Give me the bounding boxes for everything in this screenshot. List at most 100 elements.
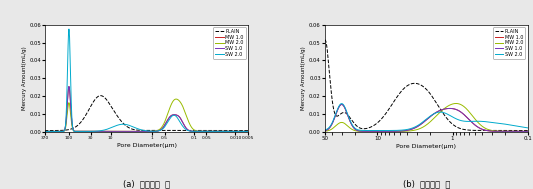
- MW 2.0: [46, 130, 52, 132]
- SW 1.0: [46, 130, 52, 132]
- SW 1.0: [429, 115, 435, 117]
- PLAIN: [158, 129, 165, 132]
- Line: SW 2.0: SW 2.0: [45, 29, 248, 131]
- Legend: PLAIN, MW 1.0, MW 2.0, SW 1.0, SW 2.0: PLAIN, MW 1.0, MW 2.0, SW 1.0, SW 2.0: [213, 27, 246, 59]
- MW 1.0: [42, 130, 49, 132]
- MW 1.0: [167, 115, 173, 118]
- SW 2.0: [299, 129, 305, 132]
- MW 2.0: [299, 130, 305, 132]
- SW 1.0: [66, 85, 72, 88]
- SW 2.0: [438, 111, 445, 113]
- MW 1.0: [209, 130, 216, 132]
- PLAIN: [499, 129, 505, 132]
- PLAIN: [304, 129, 310, 132]
- MW 2.0: [68, 117, 74, 120]
- MW 2.0: [486, 129, 492, 131]
- PLAIN: [222, 129, 228, 132]
- Line: MW 1.0: MW 1.0: [302, 105, 528, 131]
- PLAIN: [209, 129, 216, 132]
- MW 1.0: [524, 130, 531, 132]
- SW 2.0: [486, 121, 492, 123]
- MW 1.0: [245, 130, 251, 132]
- Line: SW 1.0: SW 1.0: [302, 105, 528, 131]
- PLAIN: [98, 94, 104, 97]
- SW 1.0: [222, 130, 228, 132]
- SW 1.0: [328, 125, 334, 127]
- MW 2.0: [438, 110, 445, 112]
- SW 2.0: [42, 130, 49, 132]
- SW 2.0: [158, 129, 165, 131]
- MW 2.0: [158, 126, 165, 129]
- MW 2.0: [42, 130, 49, 132]
- Line: SW 1.0: SW 1.0: [45, 87, 248, 131]
- Legend: PLAIN, MW 1.0, MW 2.0, SW 1.0, SW 2.0: PLAIN, MW 1.0, MW 2.0, SW 1.0, SW 2.0: [493, 27, 525, 59]
- SW 2.0: [304, 129, 310, 132]
- SW 1.0: [167, 115, 173, 118]
- PLAIN: [299, 129, 305, 132]
- SW 1.0: [524, 130, 531, 132]
- SW 1.0: [338, 103, 345, 106]
- SW 2.0: [222, 130, 228, 132]
- PLAIN: [42, 129, 49, 132]
- PLAIN: [486, 129, 492, 132]
- MW 2.0: [428, 119, 434, 122]
- PLAIN: [524, 129, 531, 132]
- MW 1.0: [499, 130, 505, 132]
- MW 2.0: [209, 130, 216, 132]
- Text: (a)  동결융해  전: (a) 동결융해 전: [123, 180, 170, 189]
- MW 2.0: [167, 106, 173, 108]
- SW 1.0: [245, 130, 251, 132]
- SW 1.0: [486, 130, 492, 132]
- Line: PLAIN: PLAIN: [45, 96, 248, 131]
- MW 1.0: [429, 115, 435, 117]
- SW 1.0: [68, 111, 74, 113]
- PLAIN: [46, 129, 52, 132]
- X-axis label: Pore Diameter(μm): Pore Diameter(μm): [117, 143, 176, 148]
- PLAIN: [438, 109, 445, 112]
- PLAIN: [429, 94, 435, 97]
- MW 2.0: [524, 130, 531, 132]
- SW 2.0: [167, 117, 173, 119]
- MW 2.0: [453, 102, 459, 105]
- SW 2.0: [245, 130, 251, 132]
- MW 2.0: [245, 130, 251, 132]
- SW 1.0: [304, 130, 310, 132]
- MW 1.0: [222, 130, 228, 132]
- Text: (b)  동결융해  후: (b) 동결융해 후: [402, 180, 450, 189]
- SW 2.0: [209, 130, 216, 132]
- MW 1.0: [338, 103, 345, 106]
- SW 2.0: [524, 127, 531, 129]
- MW 1.0: [158, 128, 165, 130]
- MW 2.0: [304, 130, 310, 132]
- SW 1.0: [209, 130, 216, 132]
- Line: SW 2.0: SW 2.0: [302, 104, 528, 130]
- SW 2.0: [328, 124, 334, 126]
- PLAIN: [328, 89, 334, 91]
- MW 2.0: [499, 130, 505, 132]
- SW 1.0: [299, 130, 305, 132]
- Y-axis label: Mercury Amount(mL/g): Mercury Amount(mL/g): [22, 46, 27, 110]
- MW 1.0: [299, 130, 305, 132]
- MW 1.0: [66, 85, 72, 88]
- MW 1.0: [486, 130, 492, 132]
- MW 2.0: [328, 128, 334, 131]
- MW 1.0: [438, 109, 445, 111]
- MW 1.0: [68, 111, 74, 113]
- SW 2.0: [499, 123, 505, 125]
- MW 1.0: [328, 125, 334, 127]
- Line: PLAIN: PLAIN: [302, 40, 528, 130]
- Line: MW 2.0: MW 2.0: [302, 104, 528, 131]
- PLAIN: [167, 129, 173, 132]
- MW 1.0: [304, 130, 310, 132]
- Line: MW 2.0: MW 2.0: [45, 99, 248, 131]
- SW 2.0: [46, 130, 52, 132]
- SW 1.0: [158, 128, 165, 130]
- SW 1.0: [438, 109, 445, 111]
- PLAIN: [68, 128, 74, 130]
- SW 2.0: [429, 114, 435, 116]
- PLAIN: [322, 39, 328, 41]
- SW 2.0: [66, 28, 72, 30]
- Y-axis label: Mercury Amount(mL/g): Mercury Amount(mL/g): [301, 46, 306, 110]
- PLAIN: [245, 129, 251, 132]
- SW 1.0: [499, 130, 505, 132]
